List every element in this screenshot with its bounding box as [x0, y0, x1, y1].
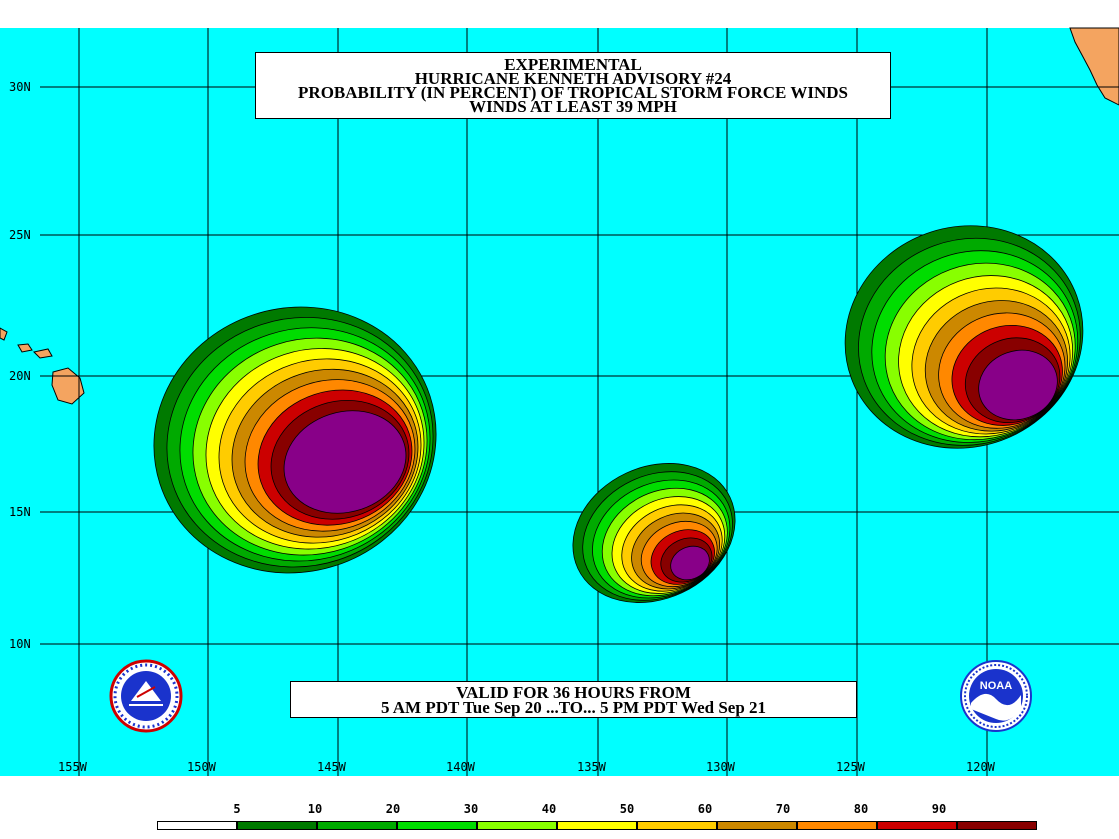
- probability-map: [0, 27, 1119, 776]
- contour-level-10: [978, 349, 1058, 421]
- legend-swatch: [957, 821, 1037, 830]
- land-mexico: [1069, 27, 1119, 106]
- svg-text:NOAA: NOAA: [980, 680, 1012, 692]
- legend-swatch: [637, 821, 717, 830]
- noaa-logo-icon: NOAA: [960, 660, 1032, 732]
- storm-east: [844, 225, 1084, 449]
- lat-label-30n: 30N: [9, 80, 31, 94]
- legend-swatch: [317, 821, 397, 830]
- valid-period: VALID FOR 36 HOURS FROM 5 AM PDT Tue Sep…: [290, 681, 857, 718]
- legend-swatch: [557, 821, 637, 830]
- legend-swatch: [237, 821, 317, 830]
- legend-swatch: [877, 821, 957, 830]
- title-line-2: HURRICANE KENNETH ADVISORY #24: [414, 69, 732, 88]
- contour-level-10: [283, 410, 407, 514]
- lon-label-125w: 125W: [836, 760, 865, 774]
- legend-swatch: [157, 821, 237, 830]
- legend-label: 20: [385, 802, 401, 816]
- lat-label-15n: 15N: [9, 505, 31, 519]
- nws-logo-icon: [109, 659, 183, 733]
- lon-label-150w: 150W: [187, 760, 216, 774]
- legend-label: 30: [463, 802, 479, 816]
- legend-swatch: [797, 821, 877, 830]
- title-line-3: PROBABILITY (IN PERCENT) OF TROPICAL STO…: [298, 83, 848, 102]
- lat-label-20n: 20N: [9, 369, 31, 383]
- lon-label-130w: 130W: [706, 760, 735, 774]
- map-title: EXPERIMENTAL HURRICANE KENNETH ADVISORY …: [255, 52, 891, 119]
- legend-swatch: [477, 821, 557, 830]
- lon-label-135w: 135W: [577, 760, 606, 774]
- title-line-1: EXPERIMENTAL: [504, 55, 642, 74]
- lat-label-10n: 10N: [9, 637, 31, 651]
- lon-label-155w: 155W: [58, 760, 87, 774]
- legend-color-bar: [157, 821, 1037, 830]
- legend-label: 70: [775, 802, 791, 816]
- storm-center: [572, 463, 736, 603]
- lon-label-145w: 145W: [317, 760, 346, 774]
- legend-label: 60: [697, 802, 713, 816]
- legend-label: 40: [541, 802, 557, 816]
- title-line-4: WINDS AT LEAST 39 MPH: [469, 97, 677, 116]
- probability-contours: [153, 225, 1084, 603]
- valid-line-1: VALID FOR 36 HOURS FROM: [456, 683, 691, 702]
- lon-label-120w: 120W: [966, 760, 995, 774]
- legend-label: 10: [307, 802, 323, 816]
- land-hawaii: [0, 327, 85, 405]
- legend-swatch: [397, 821, 477, 830]
- legend-label: 50: [619, 802, 635, 816]
- legend-label: 90: [931, 802, 947, 816]
- storm-west: [153, 306, 437, 574]
- valid-line-2: 5 AM PDT Tue Sep 20 ...TO... 5 PM PDT We…: [380, 698, 767, 717]
- contour-level-10: [670, 545, 710, 581]
- lon-label-140w: 140W: [446, 760, 475, 774]
- lat-label-25n: 25N: [9, 228, 31, 242]
- legend-swatch: [717, 821, 797, 830]
- legend-label: 5: [233, 802, 241, 816]
- legend-label: 80: [853, 802, 869, 816]
